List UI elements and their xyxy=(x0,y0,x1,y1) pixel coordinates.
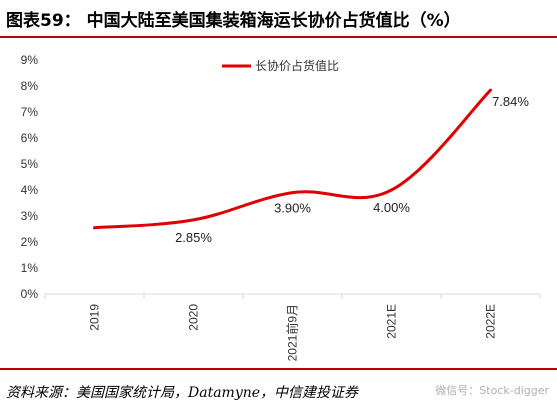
y-tick-label: 0% xyxy=(21,287,39,301)
y-tick-label: 5% xyxy=(21,157,39,171)
y-tick-label: 1% xyxy=(21,261,39,275)
x-tick-label: 2021E xyxy=(385,304,399,339)
y-tick-label: 9% xyxy=(21,53,39,67)
legend-label: 长协价占货值比 xyxy=(255,58,339,73)
x-tick-label: 2021前9月 xyxy=(285,304,300,361)
chart-title-bar: 图表59： 中国大陆至美国集装箱海运长协价占货值比（%） xyxy=(0,0,557,38)
y-tick-label: 7% xyxy=(21,105,39,119)
line-chart: 0% 1% 2% 3% 4% 5% 6% 7% 8% 9% 2019 2020 2021前9月 2021E… xyxy=(21,53,541,361)
data-label: 7.84% xyxy=(492,94,529,109)
y-tick-label: 6% xyxy=(21,131,39,145)
y-tick-label: 8% xyxy=(21,79,39,93)
series-line xyxy=(93,88,492,230)
chart-title: 图表59： 中国大陆至美国集装箱海运长协价占货值比（%） xyxy=(6,11,461,31)
y-tick-label: 3% xyxy=(21,209,39,223)
x-tick-label: 2020 xyxy=(187,304,201,331)
data-label: 3.90% xyxy=(274,201,311,216)
x-tick-label: 2022E xyxy=(484,304,498,339)
data-label: 2.85% xyxy=(175,230,212,245)
y-tick-label: 2% xyxy=(21,235,39,249)
x-tick-label: 2019 xyxy=(88,304,102,331)
data-label: 4.00% xyxy=(373,200,410,215)
watermark: 微信号：Stock-digger xyxy=(435,384,549,397)
y-tick-label: 4% xyxy=(21,183,39,197)
source-note: 资料来源：美国国家统计局，Datamyne，中信建投证券 xyxy=(6,385,359,401)
source-bar: 资料来源：美国国家统计局，Datamyne，中信建投证券 微信号：Stock-d… xyxy=(0,368,557,412)
